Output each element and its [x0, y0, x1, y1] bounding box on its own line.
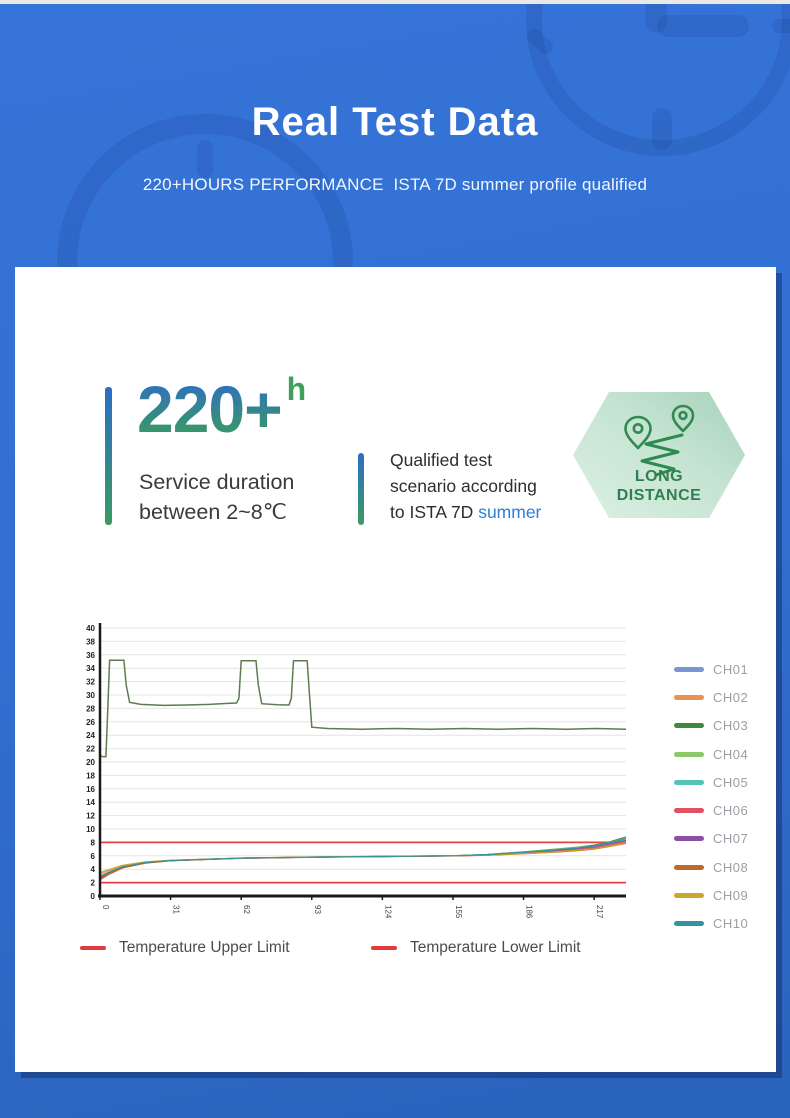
- legend-label: CH03: [713, 718, 749, 734]
- accent-bar: [105, 387, 112, 525]
- temperature-chart: 0 2 4 6 8 10 12 14 16 18 20 22 24 26 28 30 32 34 36 38 40 0 31…: [79, 620, 635, 927]
- svg-text:12: 12: [86, 812, 95, 821]
- svg-text:4: 4: [91, 865, 96, 874]
- lower-limit-legend-item: Temperature Lower Limit: [371, 939, 581, 957]
- duration-caption: Service duration between 2~8℃: [139, 467, 294, 527]
- svg-text:36: 36: [86, 651, 95, 660]
- duration-stat: 220+ h: [137, 371, 306, 447]
- top-edge-strip: [0, 0, 790, 4]
- legend-item: CH10: [674, 910, 769, 938]
- svg-text:24: 24: [86, 731, 95, 740]
- svg-text:186: 186: [525, 905, 534, 919]
- upper-limit-legend-item: Temperature Upper Limit: [80, 939, 290, 957]
- svg-text:6: 6: [91, 852, 96, 861]
- legend-swatch: [674, 723, 704, 729]
- scenario-line2: scenario according: [390, 476, 537, 496]
- upper-limit-label: Temperature Upper Limit: [119, 939, 290, 956]
- lower-limit-label: Temperature Lower Limit: [410, 939, 581, 956]
- svg-text:14: 14: [86, 798, 95, 807]
- svg-text:20: 20: [86, 758, 95, 767]
- svg-text:22: 22: [86, 745, 95, 754]
- legend-item: CH05: [674, 768, 769, 796]
- svg-text:16: 16: [86, 785, 95, 794]
- svg-text:38: 38: [86, 637, 95, 646]
- svg-text:2: 2: [91, 879, 96, 888]
- svg-text:217: 217: [595, 905, 604, 919]
- legend-label: CH02: [713, 689, 749, 705]
- scenario-line1: Qualified test: [390, 450, 493, 470]
- svg-text:26: 26: [86, 718, 95, 727]
- duration-caption-line2: between 2~8℃: [139, 500, 287, 524]
- legend-label: CH09: [713, 888, 749, 904]
- legend-label: CH05: [713, 774, 749, 790]
- svg-text:0: 0: [91, 892, 96, 901]
- legend-swatch: [674, 751, 704, 757]
- badge-line1: LONG: [635, 468, 683, 485]
- legend-label: CH04: [713, 746, 749, 762]
- svg-text:10: 10: [86, 825, 95, 834]
- badge-line2: DISTANCE: [617, 487, 702, 504]
- legend-item: CH07: [674, 825, 769, 853]
- limits-legend: Temperature Upper Limit Temperature Lowe…: [15, 939, 776, 963]
- legend-swatch: [674, 808, 704, 814]
- upper-limit-dash: [80, 946, 106, 950]
- duration-value: 220+: [137, 372, 283, 446]
- svg-text:31: 31: [172, 905, 181, 914]
- scenario-text: Qualified test scenario according to IST…: [390, 447, 541, 525]
- svg-text:0: 0: [101, 905, 110, 910]
- hexagon-shape: [573, 392, 745, 518]
- legend-swatch: [674, 864, 704, 870]
- legend-swatch: [674, 836, 704, 842]
- duration-unit: h: [286, 371, 307, 407]
- legend-swatch: [674, 921, 704, 927]
- scenario-line3: to ISTA 7D summer: [390, 502, 542, 522]
- duration-caption-line1: Service duration: [139, 470, 295, 494]
- svg-text:8: 8: [91, 838, 96, 847]
- svg-text:30: 30: [86, 691, 95, 700]
- legend-swatch: [674, 893, 704, 899]
- accent-bar: [358, 453, 364, 525]
- svg-text:155: 155: [454, 905, 463, 919]
- content-card: 220+ h Service duration between 2~8℃ Qual…: [15, 267, 776, 1072]
- svg-text:28: 28: [86, 704, 95, 713]
- svg-text:124: 124: [383, 905, 392, 919]
- legend-item: CH08: [674, 853, 769, 881]
- page-title: Real Test Data: [251, 100, 539, 144]
- legend-label: CH06: [713, 803, 749, 819]
- legend-swatch: [674, 666, 704, 672]
- legend-item: CH04: [674, 740, 769, 768]
- legend-item: CH09: [674, 881, 769, 909]
- long-distance-badge: LONG DISTANCE: [573, 392, 745, 518]
- page-subtitle: 220+HOURS PERFORMANCE ISTA 7D summer pro…: [142, 175, 648, 194]
- scenario-highlight: summer: [478, 502, 542, 522]
- lower-limit-dash: [371, 946, 397, 950]
- legend-item: CH06: [674, 796, 769, 824]
- svg-text:62: 62: [242, 905, 251, 914]
- svg-text:18: 18: [86, 771, 95, 780]
- svg-text:40: 40: [86, 624, 95, 633]
- legend-swatch: [674, 694, 704, 700]
- legend-item: CH03: [674, 712, 769, 740]
- legend-label: CH08: [713, 859, 749, 875]
- legend-label: CH07: [713, 831, 749, 847]
- chart-legend: CH01 CH02 CH03 CH04 CH05 CH06 CH07 CH08 CH09 CH10: [674, 655, 769, 938]
- svg-text:93: 93: [313, 905, 322, 914]
- svg-text:32: 32: [86, 678, 95, 687]
- svg-text:34: 34: [86, 664, 95, 673]
- legend-swatch: [674, 779, 704, 785]
- legend-item: CH01: [674, 655, 769, 683]
- legend-label: CH01: [713, 661, 749, 677]
- legend-label: CH10: [713, 916, 749, 932]
- route-between-map-pins-icon: [624, 404, 695, 477]
- legend-item: CH02: [674, 683, 769, 711]
